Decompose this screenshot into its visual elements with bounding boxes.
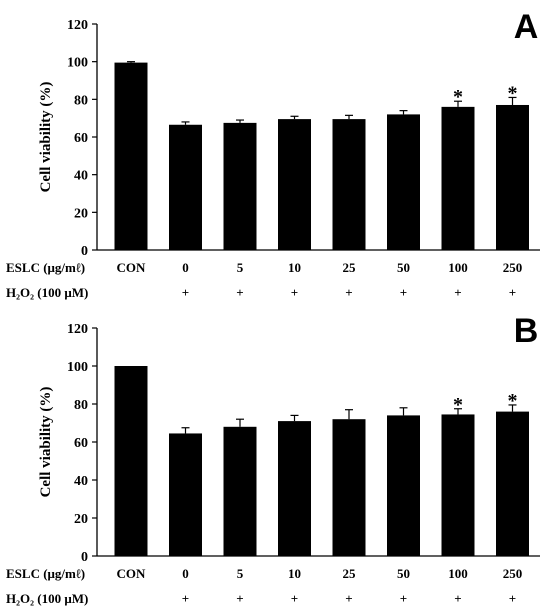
category-label: 5	[237, 566, 244, 581]
y-tick-label: 0	[81, 244, 88, 259]
y-tick-label: 60	[74, 131, 88, 146]
bar-50	[387, 415, 420, 556]
h2o2-marker: +	[291, 591, 298, 606]
h2o2-marker: +	[236, 591, 243, 606]
category-label: 50	[397, 566, 410, 581]
bar-100	[441, 106, 475, 250]
category-label: 100	[448, 566, 468, 581]
panel-label: A	[514, 8, 539, 46]
bar-5	[223, 426, 257, 556]
category-label: CON	[117, 260, 147, 275]
h2o2-marker: +	[454, 285, 461, 300]
bar-10	[278, 421, 311, 556]
category-label: 250	[503, 260, 523, 275]
bar-250	[496, 104, 529, 250]
eslc-row-label: ESLC (μg/mℓ)	[6, 260, 85, 275]
y-axis-label: Cell viability (%)	[38, 387, 54, 498]
y-tick-label: 120	[67, 18, 88, 33]
h2o2-marker: +	[509, 285, 516, 300]
h2o2-marker: +	[400, 591, 407, 606]
category-label: 250	[503, 566, 523, 581]
category-label: 25	[343, 566, 357, 581]
category-label: 0	[182, 260, 189, 275]
h2o2-marker: +	[291, 285, 298, 300]
y-tick-label: 60	[74, 436, 88, 451]
bar-25	[332, 419, 366, 556]
y-axis-label: Cell viability (%)	[38, 82, 54, 193]
category-label: 10	[288, 260, 301, 275]
chart-panel-b: 0 20 40 60 80 100 120 Cell viability (%) B CON 0 +5…	[6, 312, 540, 606]
y-tick-label: 80	[74, 398, 88, 413]
chart-panel-a: 0 20 40 60 80 100 120 Cell viability (%) A CON 0 +5…	[6, 8, 540, 300]
h2o2-marker: +	[454, 591, 461, 606]
bar-con	[114, 62, 148, 250]
h2o2-marker: +	[400, 285, 407, 300]
category-label: 100	[448, 260, 468, 275]
bar-con	[114, 366, 148, 556]
y-tick-label: 100	[67, 360, 88, 375]
bar-250	[496, 411, 529, 556]
h2o2-marker: +	[345, 285, 352, 300]
category-label: CON	[117, 566, 147, 581]
bar-50	[387, 114, 420, 251]
y-tick-label: 80	[74, 93, 88, 108]
significance-marker: *	[453, 394, 463, 416]
h2o2-marker: +	[182, 591, 189, 606]
eslc-row-label: ESLC (μg/mℓ)	[6, 566, 85, 581]
y-tick-label: 40	[74, 474, 88, 489]
bar-0	[169, 433, 202, 556]
y-tick-label: 40	[74, 169, 88, 184]
bar-0	[169, 124, 202, 250]
category-label: 0	[182, 566, 189, 581]
y-tick-label: 0	[81, 550, 88, 565]
category-label: 25	[343, 260, 357, 275]
category-label: 10	[288, 566, 301, 581]
significance-marker: *	[508, 390, 518, 412]
category-label: 5	[237, 260, 244, 275]
y-tick-label: 20	[74, 206, 88, 221]
h2o2-marker: +	[182, 285, 189, 300]
bar-100	[441, 414, 475, 556]
h2o2-marker: +	[509, 591, 516, 606]
h2o2-row-label: H₂O₂ (100 μM)	[6, 591, 88, 606]
bar-5	[223, 122, 257, 250]
h2o2-marker: +	[236, 285, 243, 300]
h2o2-marker: +	[345, 591, 352, 606]
y-tick-label: 120	[67, 322, 88, 337]
significance-marker: *	[453, 86, 463, 108]
bar-25	[332, 119, 366, 250]
bar-10	[278, 119, 311, 250]
significance-marker: *	[508, 82, 518, 104]
y-tick-label: 100	[67, 56, 88, 71]
h2o2-row-label: H₂O₂ (100 μM)	[6, 285, 88, 300]
category-label: 50	[397, 260, 410, 275]
panel-label: B	[514, 312, 539, 350]
y-tick-label: 20	[74, 512, 88, 527]
